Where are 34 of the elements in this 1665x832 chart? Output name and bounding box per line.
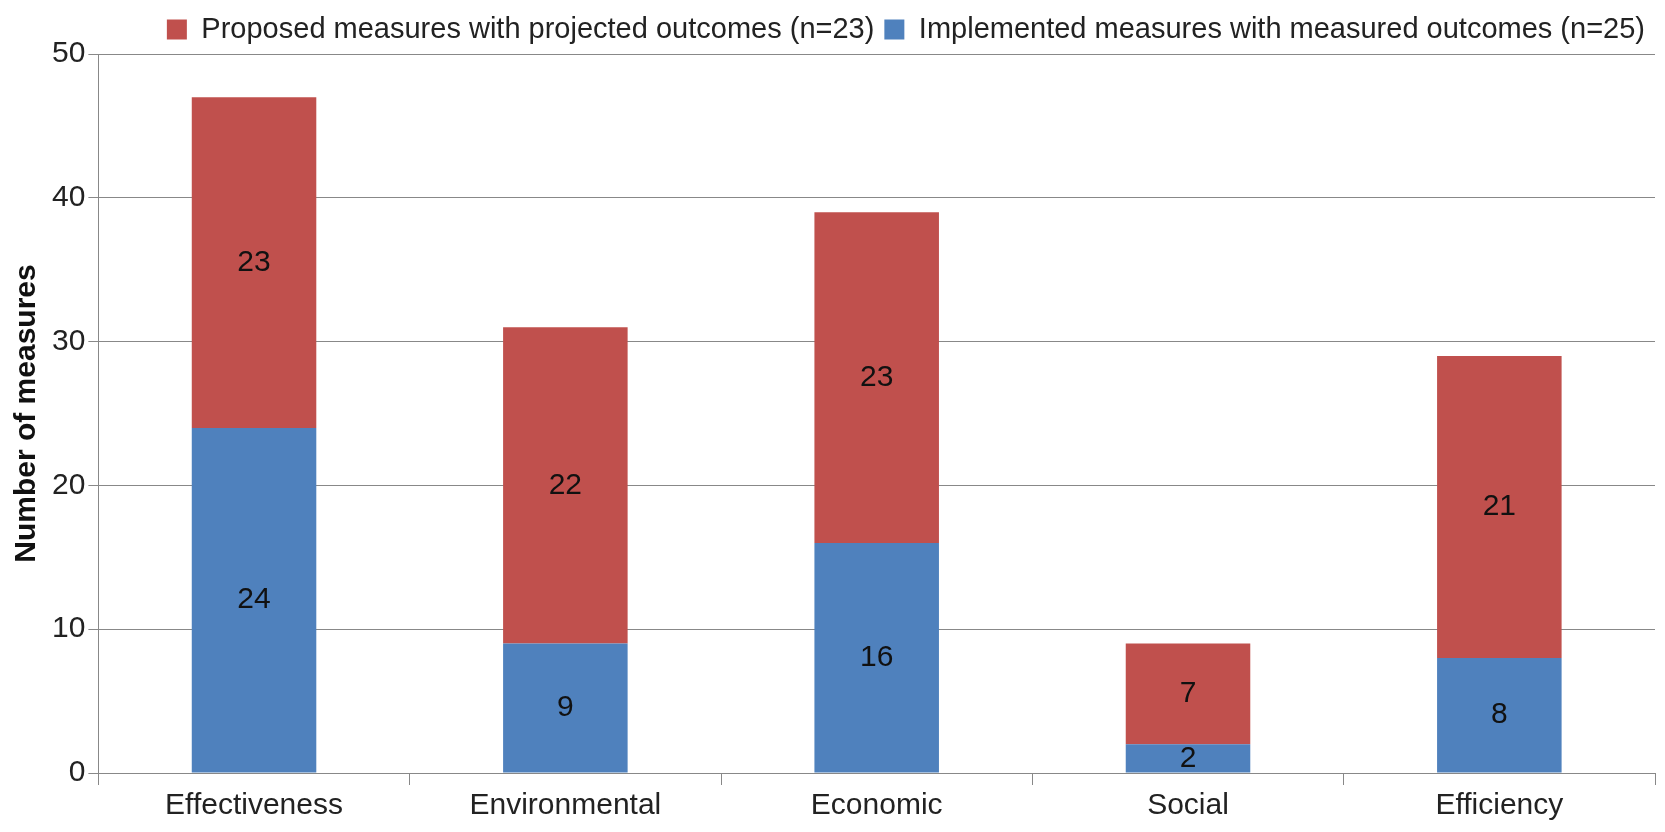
data-label: 23 bbox=[860, 358, 894, 392]
data-label: 9 bbox=[557, 689, 574, 723]
data-label: 24 bbox=[237, 581, 271, 615]
bar bbox=[814, 212, 939, 543]
data-label: 7 bbox=[1179, 675, 1197, 709]
bar bbox=[503, 327, 628, 644]
data-label: 8 bbox=[1490, 696, 1508, 730]
x-tick-label: Economic bbox=[810, 787, 943, 821]
data-label: 23 bbox=[237, 243, 271, 277]
bar bbox=[814, 542, 939, 773]
x-tick-label: Social bbox=[1147, 787, 1229, 821]
y-tick-label: 0 bbox=[68, 754, 86, 788]
bar bbox=[1125, 643, 1251, 745]
data-label: 16 bbox=[860, 638, 894, 672]
y-tick-label: 10 bbox=[51, 610, 86, 644]
legend-label: Proposed measures with projected outcomes (n=23) bbox=[201, 11, 875, 44]
bar bbox=[1125, 744, 1251, 773]
data-label: 21 bbox=[1482, 488, 1517, 522]
bar bbox=[191, 97, 317, 428]
data-label: 2 bbox=[1179, 739, 1197, 773]
y-axis-title: Number of measures bbox=[8, 264, 42, 563]
y-tick-label: 30 bbox=[51, 322, 86, 356]
y-tick-label: 50 bbox=[51, 35, 86, 69]
x-tick-label: Environmental bbox=[469, 787, 662, 821]
x-tick-label: Effectiveness bbox=[165, 787, 343, 821]
bar bbox=[1437, 657, 1562, 773]
y-tick-label: 40 bbox=[51, 179, 86, 213]
x-tick-label: Efficiency bbox=[1435, 787, 1564, 821]
bar bbox=[1437, 355, 1562, 658]
bar bbox=[191, 427, 317, 773]
data-label: 22 bbox=[548, 466, 583, 500]
legend-label: Implemented measures with measured outcomes (n=25) bbox=[918, 11, 1646, 44]
bar bbox=[503, 643, 628, 773]
y-tick-label: 20 bbox=[51, 466, 86, 500]
